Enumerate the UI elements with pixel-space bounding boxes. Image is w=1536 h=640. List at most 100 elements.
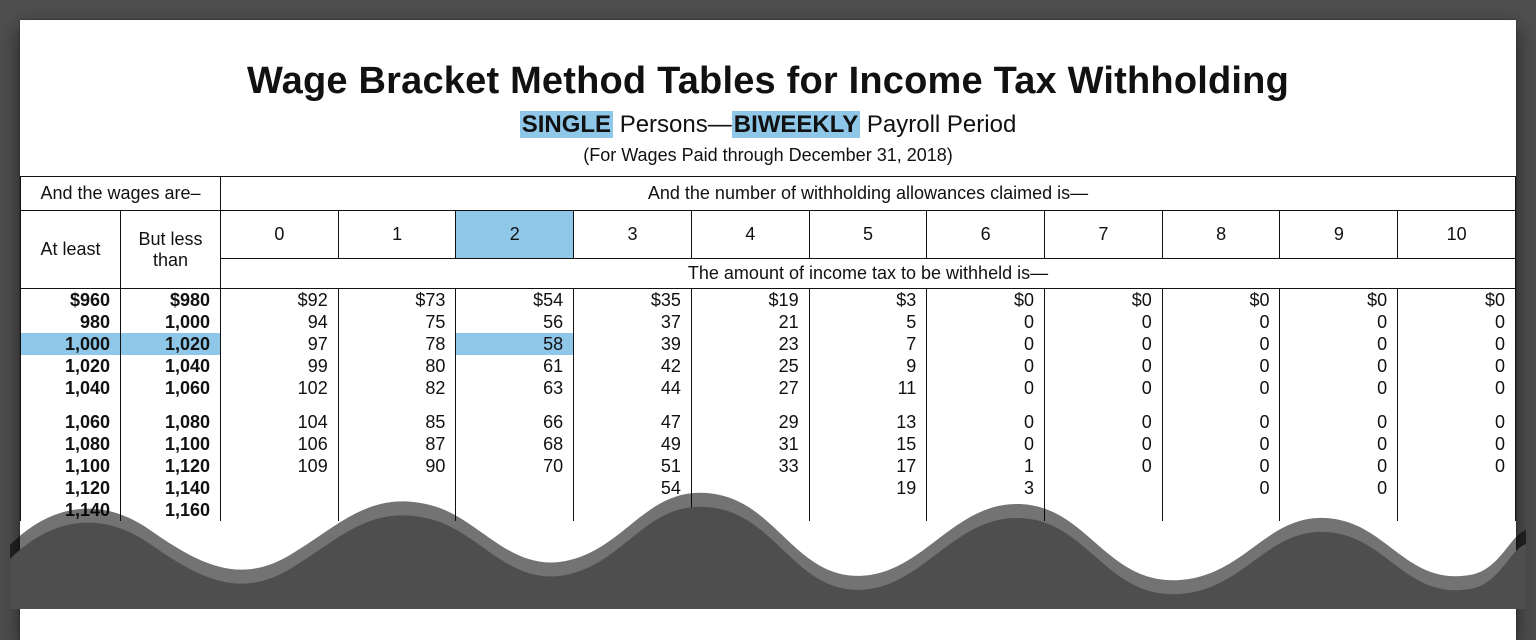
- cell-amount: 19: [809, 477, 927, 499]
- cell-amount: $19: [691, 289, 809, 312]
- cell-amount: $54: [456, 289, 574, 312]
- cell-but-less-than: 1,100: [121, 433, 221, 455]
- subtitle-text-2: Payroll Period: [860, 111, 1016, 138]
- cell-amount: 0: [1162, 333, 1280, 355]
- cell-amount: 102: [221, 377, 339, 399]
- table-row: 1,0801,100106876849311500000: [21, 433, 1516, 455]
- cell-amount: [691, 499, 809, 521]
- header-but-less-than: But less than: [121, 211, 221, 289]
- cell-at-least: 1,140: [21, 499, 121, 521]
- cell-amount: 56: [456, 311, 574, 333]
- cell-amount: 3: [927, 477, 1045, 499]
- table-row: 9801,0009475563721500000: [21, 311, 1516, 333]
- cell-amount: $0: [1162, 289, 1280, 312]
- cell-amount: 94: [221, 311, 339, 333]
- document-sheet: Wage Bracket Method Tables for Income Ta…: [20, 20, 1516, 640]
- cell-amount: 0: [1280, 477, 1398, 499]
- cell-at-least: 1,000: [21, 333, 121, 355]
- cell-amount: 0: [1398, 433, 1516, 455]
- header-allowance-3: 3: [574, 211, 692, 259]
- cell-but-less-than: 1,140: [121, 477, 221, 499]
- table-row: 1,1401,160: [21, 499, 1516, 521]
- cell-amount: 87: [338, 433, 456, 455]
- cell-amount: 33: [691, 455, 809, 477]
- cell-amount: 58: [456, 333, 574, 355]
- cell-amount: [338, 477, 456, 499]
- cell-amount: $3: [809, 289, 927, 312]
- cell-amount: 82: [338, 377, 456, 399]
- cell-amount: 17: [809, 455, 927, 477]
- page-subtitle: SINGLE Persons—BIWEEKLY Payroll Period: [20, 111, 1516, 139]
- cell-amount: [456, 477, 574, 499]
- cell-amount: 0: [1398, 355, 1516, 377]
- cell-amount: 9: [809, 355, 927, 377]
- cell-but-less-than: 1,160: [121, 499, 221, 521]
- cell-amount: 0: [1398, 455, 1516, 477]
- cell-amount: $35: [574, 289, 692, 312]
- cell-amount: $0: [1280, 289, 1398, 312]
- cell-but-less-than: 1,080: [121, 411, 221, 433]
- cell-amount: [927, 499, 1045, 521]
- page-note: (For Wages Paid through December 31, 201…: [20, 145, 1516, 166]
- cell-amount: 23: [691, 333, 809, 355]
- cell-amount: 0: [1162, 477, 1280, 499]
- cell-amount: 42: [574, 355, 692, 377]
- cell-amount: 47: [574, 411, 692, 433]
- cell-amount: 0: [1162, 311, 1280, 333]
- cell-amount: 15: [809, 433, 927, 455]
- cell-amount: 31: [691, 433, 809, 455]
- cell-amount: 5: [809, 311, 927, 333]
- subtitle-highlight-biweekly: BIWEEKLY: [732, 111, 860, 138]
- cell-amount: 0: [1162, 411, 1280, 433]
- cell-amount: 75: [338, 311, 456, 333]
- cell-amount: 21: [691, 311, 809, 333]
- cell-amount: 0: [1280, 455, 1398, 477]
- cell-amount: [809, 499, 927, 521]
- header-allowance-8: 8: [1162, 211, 1280, 259]
- cell-amount: [1398, 477, 1516, 499]
- cell-amount: 0: [927, 433, 1045, 455]
- cell-amount: [338, 499, 456, 521]
- cell-but-less-than: 1,120: [121, 455, 221, 477]
- cell-amount: 0: [1280, 411, 1398, 433]
- table-row: 1,0001,0209778583923700000: [21, 333, 1516, 355]
- cell-at-least: 1,080: [21, 433, 121, 455]
- cell-amount: 0: [927, 333, 1045, 355]
- header-allowance-5: 5: [809, 211, 927, 259]
- cell-amount: 29: [691, 411, 809, 433]
- cell-amount: 37: [574, 311, 692, 333]
- cell-amount: 0: [1162, 455, 1280, 477]
- header-allowance-7: 7: [1045, 211, 1163, 259]
- cell-amount: 104: [221, 411, 339, 433]
- cell-amount: 0: [1045, 433, 1163, 455]
- cell-amount: 0: [1398, 333, 1516, 355]
- page-title: Wage Bracket Method Tables for Income Ta…: [20, 60, 1516, 103]
- header-allowance-6: 6: [927, 211, 1045, 259]
- cell-amount: $0: [927, 289, 1045, 312]
- cell-amount: 80: [338, 355, 456, 377]
- cell-amount: 0: [1398, 411, 1516, 433]
- cell-but-less-than: 1,000: [121, 311, 221, 333]
- header-allowances: And the number of withholding allowances…: [221, 177, 1516, 211]
- cell-amount: 51: [574, 455, 692, 477]
- header-at-least: At least: [21, 211, 121, 289]
- cell-amount: [456, 499, 574, 521]
- cell-at-least: 1,120: [21, 477, 121, 499]
- table-row: 1,1201,1405419300: [21, 477, 1516, 499]
- header-wages-are: And the wages are–: [21, 177, 221, 211]
- cell-amount: 90: [338, 455, 456, 477]
- cell-but-less-than: 1,020: [121, 333, 221, 355]
- subtitle-text-1: Persons—: [613, 111, 732, 138]
- table-row: 1,0401,060102826344271100000: [21, 377, 1516, 399]
- cell-amount: 0: [927, 311, 1045, 333]
- cell-at-least: 980: [21, 311, 121, 333]
- header-amount-withheld: The amount of income tax to be withheld …: [221, 259, 1516, 289]
- subtitle-highlight-single: SINGLE: [520, 111, 613, 138]
- cell-amount: 70: [456, 455, 574, 477]
- cell-amount: [1045, 499, 1163, 521]
- cell-amount: 68: [456, 433, 574, 455]
- cell-at-least: 1,100: [21, 455, 121, 477]
- cell-amount: 0: [1045, 311, 1163, 333]
- table-row: 1,0601,080104856647291300000: [21, 411, 1516, 433]
- cell-amount: [1280, 499, 1398, 521]
